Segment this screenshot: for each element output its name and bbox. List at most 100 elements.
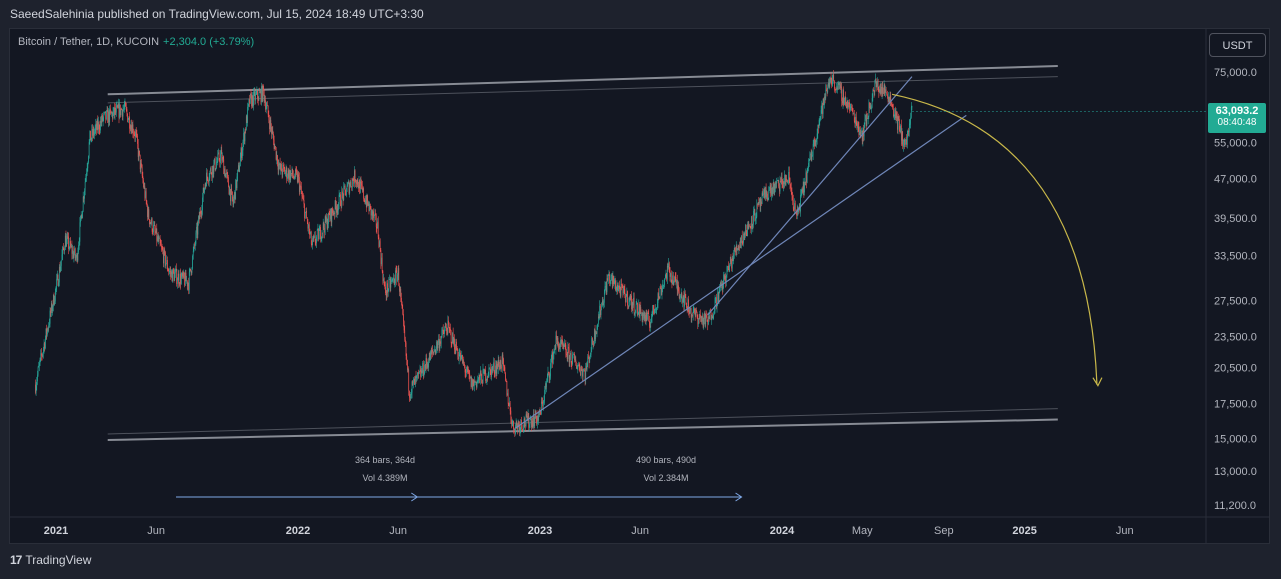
candle-body [643, 312, 644, 317]
candle-body [681, 293, 683, 303]
candle-body [211, 173, 213, 178]
candle-body [907, 130, 909, 135]
candle-body [562, 344, 564, 346]
candle-body [545, 386, 547, 388]
candle-body [272, 130, 274, 134]
candle-body [357, 185, 359, 189]
candle-body [404, 330, 406, 340]
tradingview-logo[interactable]: 17 TradingView [10, 553, 91, 567]
candle-body [628, 301, 630, 306]
candle-body [640, 307, 642, 313]
candle-body [222, 157, 223, 161]
candle-body [574, 353, 575, 361]
candle-body [410, 395, 412, 398]
candle-body [113, 107, 115, 115]
candle-body [370, 206, 372, 216]
candle-body [41, 353, 42, 356]
y-tick-label-9: 17,500.0 [1214, 398, 1257, 410]
candle-body [861, 131, 862, 133]
candle-body [680, 293, 682, 296]
candle-body [74, 248, 75, 255]
candle-body [788, 171, 790, 178]
candle-body [708, 316, 710, 319]
candle-body [402, 308, 404, 315]
candle-body [716, 305, 718, 308]
candle-body [906, 134, 908, 145]
candle-body [362, 188, 364, 191]
candle-body [668, 263, 670, 268]
candle-body [437, 342, 439, 349]
candle-body [869, 105, 871, 109]
candle-body [847, 102, 849, 108]
candle-body [556, 337, 558, 340]
candle-body [78, 245, 79, 252]
candle-body [172, 269, 174, 282]
candle-body [366, 195, 368, 207]
candle-body [595, 332, 597, 339]
candle-body [814, 138, 815, 147]
candle-body [506, 380, 508, 396]
candle-body [228, 177, 229, 188]
candle-body [802, 181, 804, 193]
candle-body [611, 274, 613, 284]
candle-body [371, 210, 373, 216]
candle-body [403, 314, 404, 322]
candle-body [577, 365, 579, 368]
candle-body [491, 366, 493, 370]
candle-body [752, 224, 754, 227]
candle-body [192, 255, 193, 269]
candle-body [137, 135, 138, 144]
candle-body [466, 367, 468, 373]
candle-body [439, 341, 441, 349]
candle-body [647, 313, 648, 320]
candle-body [874, 82, 876, 93]
candle-body [783, 181, 785, 184]
candle-body [339, 194, 341, 196]
candle-body [166, 259, 168, 264]
candle-body [616, 284, 618, 291]
candle-body [295, 169, 297, 172]
candle-body [533, 414, 535, 427]
candle-body [43, 343, 45, 349]
candle-body [249, 99, 250, 104]
chart-frame[interactable] [9, 28, 1270, 544]
candle-body [731, 261, 732, 269]
candle-body [139, 154, 141, 170]
candle-body [234, 192, 236, 200]
candle-body [824, 96, 826, 99]
candle-body [607, 278, 608, 281]
x-tick-label-3: Jun [389, 525, 407, 537]
candle-body [724, 276, 726, 279]
candle-body [185, 272, 187, 282]
candle-body [758, 202, 760, 204]
candle-body [452, 332, 453, 344]
candle-body [669, 267, 671, 277]
candle-body [235, 180, 237, 200]
candle-body [479, 371, 481, 380]
candle-body [308, 224, 309, 229]
candle-body [667, 266, 669, 268]
candle-body [281, 164, 282, 172]
candle-body [302, 197, 304, 200]
candle-body [587, 356, 589, 364]
candle-body [92, 128, 94, 136]
candle-body [246, 116, 248, 123]
candle-body [588, 356, 589, 358]
candle-body [316, 236, 317, 243]
candle-body [708, 316, 709, 325]
currency-button[interactable]: USDT [1209, 33, 1266, 57]
candle-body [192, 250, 194, 256]
candle-body [490, 369, 492, 377]
candle-body [45, 337, 46, 349]
candle-body [664, 278, 665, 285]
channel-lower-line [107, 418, 1058, 442]
candle-body [436, 341, 438, 349]
candle-body [696, 310, 697, 313]
candle-body [159, 237, 160, 239]
candle-body [770, 185, 772, 196]
candle-body [658, 297, 660, 299]
candle-body [399, 288, 401, 292]
candle-body [269, 120, 270, 130]
candle-body [881, 86, 883, 94]
